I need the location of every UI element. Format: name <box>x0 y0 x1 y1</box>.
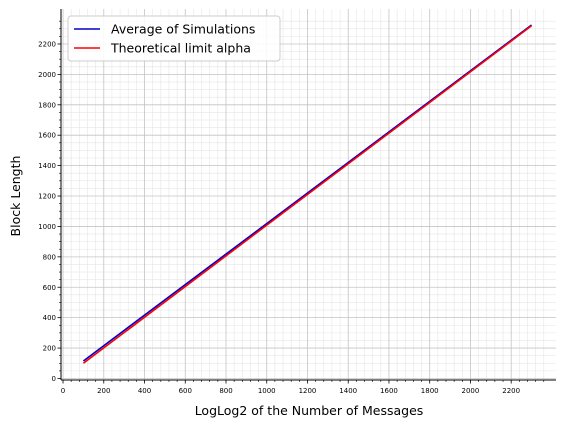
y-tick-label: 2200 <box>38 40 56 48</box>
y-tick-label: 1400 <box>38 162 56 170</box>
x-tick-label: 600 <box>179 387 192 395</box>
x-tick-label: 0 <box>61 387 65 395</box>
y-tick-label: 800 <box>43 253 56 261</box>
x-axis-label: LogLog2 of the Number of Messages <box>195 403 424 418</box>
y-axis-label: Block Length <box>8 156 23 237</box>
x-tick-label: 1400 <box>339 387 357 395</box>
legend: Average of Simulations Theoretical limit … <box>67 15 281 62</box>
y-tick-label: 2000 <box>38 71 56 79</box>
y-tick-label: 1800 <box>38 101 56 109</box>
x-tick-label: 400 <box>138 387 151 395</box>
x-tick-label: 200 <box>97 387 110 395</box>
y-tick-label: 1600 <box>38 132 56 140</box>
axes <box>60 9 556 381</box>
y-tick-label: 400 <box>43 314 56 322</box>
y-tick-label: 600 <box>43 284 56 292</box>
y-tick-label: 1200 <box>38 193 56 201</box>
legend-label-2: Theoretical limit alpha <box>110 41 251 56</box>
series-line-1 <box>82 24 533 362</box>
x-tick-label: 1600 <box>380 387 398 395</box>
x-axis-ticks: 0 200 400 600 800 1000 1200 1400 1600 1800 2000 220… <box>61 380 545 395</box>
x-tick-label: 1000 <box>258 387 276 395</box>
x-tick-label: 2200 <box>502 387 520 395</box>
x-tick-label: 1200 <box>299 387 317 395</box>
legend-label-1: Average of Simulations <box>111 22 255 37</box>
minor-gridlines <box>61 9 556 380</box>
y-tick-label: 200 <box>43 345 56 353</box>
legend-box <box>67 15 281 62</box>
x-tick-label: 2000 <box>462 387 480 395</box>
series-layer <box>82 24 533 364</box>
series-line-2 <box>82 25 533 364</box>
y-tick-label: 1000 <box>38 223 56 231</box>
x-tick-label: 800 <box>219 387 232 395</box>
y-tick-label: 0 <box>52 375 56 383</box>
x-tick-label: 1800 <box>421 387 439 395</box>
y-axis-ticks: 0 200 400 600 800 1000 1200 1400 1600 1800 2000 220… <box>38 20 61 383</box>
